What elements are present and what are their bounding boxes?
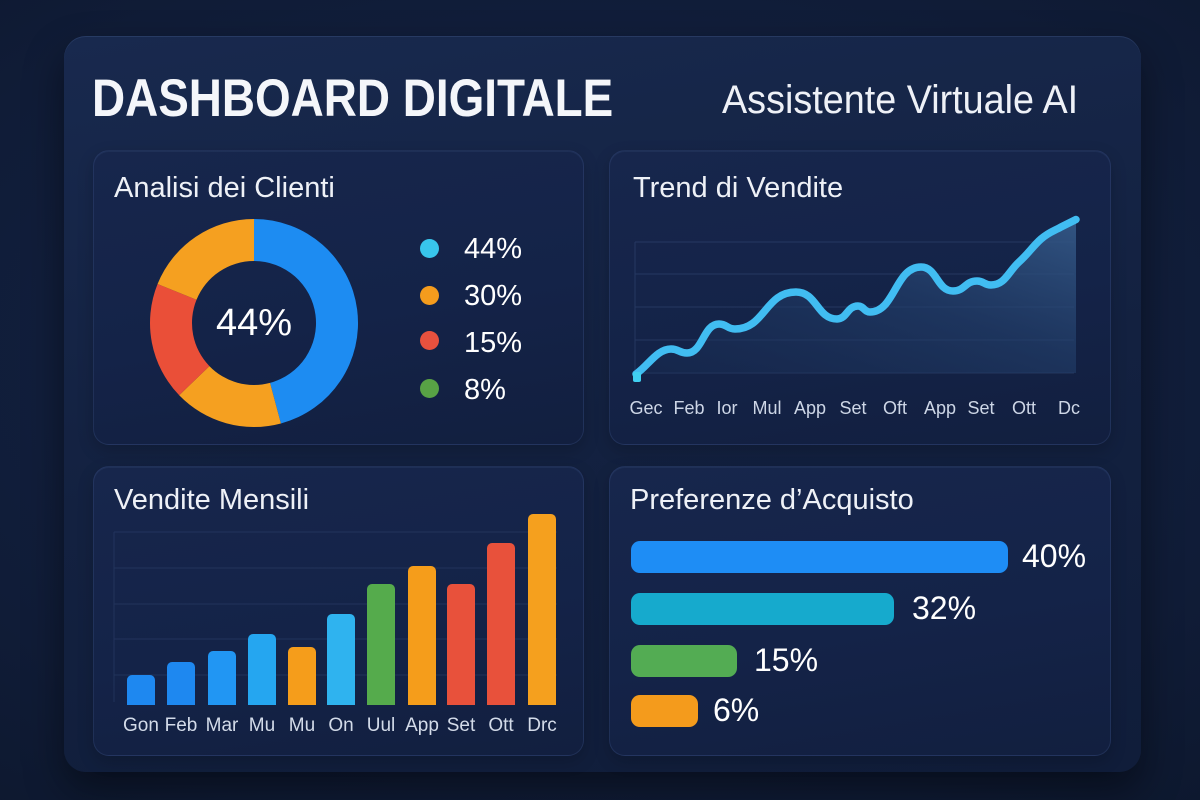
svg-text:Mul: Mul bbox=[752, 398, 781, 418]
svg-text:Drc: Drc bbox=[527, 715, 557, 736]
svg-text:Ior: Ior bbox=[716, 398, 737, 418]
svg-text:App: App bbox=[924, 398, 956, 418]
svg-text:Uul: Uul bbox=[367, 715, 396, 736]
svg-text:Ott: Ott bbox=[1012, 398, 1036, 418]
svg-text:Feb: Feb bbox=[673, 398, 704, 418]
svg-text:App: App bbox=[405, 715, 439, 736]
svg-text:Dc: Dc bbox=[1058, 398, 1080, 418]
svg-text:Mar: Mar bbox=[206, 715, 239, 736]
svg-text:Set: Set bbox=[967, 398, 994, 418]
svg-text:App: App bbox=[794, 398, 826, 418]
svg-text:Gec: Gec bbox=[629, 398, 662, 418]
svg-text:Mu: Mu bbox=[289, 715, 315, 736]
svg-text:Set: Set bbox=[447, 715, 476, 736]
svg-text:Gon: Gon bbox=[123, 715, 159, 736]
svg-text:Ott: Ott bbox=[488, 715, 514, 736]
svg-text:On: On bbox=[328, 715, 353, 736]
svg-text:Oft: Oft bbox=[883, 398, 907, 418]
svg-text:Set: Set bbox=[839, 398, 866, 418]
svg-text:Mu: Mu bbox=[249, 715, 275, 736]
svg-text:Feb: Feb bbox=[165, 715, 198, 736]
